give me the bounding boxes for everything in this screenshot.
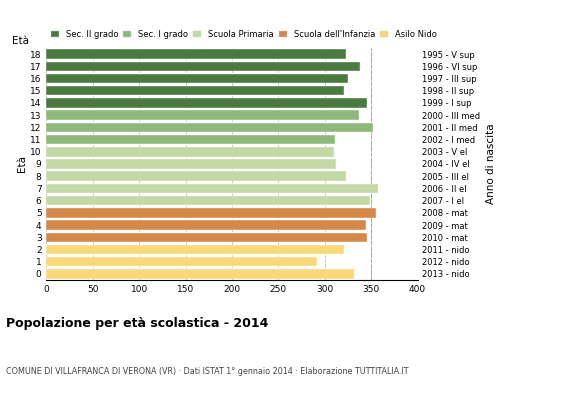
Bar: [46, 232, 367, 242]
Bar: [46, 62, 360, 71]
Y-axis label: Anno di nascita: Anno di nascita: [486, 124, 496, 204]
Bar: [46, 208, 376, 218]
Bar: [46, 269, 354, 279]
Bar: [46, 159, 336, 169]
Bar: [46, 86, 345, 96]
Text: COMUNE DI VILLAFRANCA DI VERONA (VR) · Dati ISTAT 1° gennaio 2014 · Elaborazione: COMUNE DI VILLAFRANCA DI VERONA (VR) · D…: [6, 367, 408, 376]
Text: Popolazione per età scolastica - 2014: Popolazione per età scolastica - 2014: [6, 317, 268, 330]
Bar: [46, 98, 367, 108]
Y-axis label: Età: Età: [17, 156, 27, 172]
Bar: [46, 123, 373, 132]
Bar: [46, 245, 345, 254]
Bar: [46, 196, 370, 205]
Bar: [46, 220, 365, 230]
Bar: [46, 74, 348, 83]
Bar: [46, 172, 346, 181]
Bar: [46, 147, 334, 156]
Bar: [46, 184, 378, 193]
Legend: Sec. II grado, Sec. I grado, Scuola Primaria, Scuola dell'Infanzia, Asilo Nido: Sec. II grado, Sec. I grado, Scuola Prim…: [50, 30, 437, 39]
Bar: [46, 257, 317, 266]
Bar: [46, 49, 346, 59]
Bar: [46, 135, 335, 144]
Text: Età: Età: [12, 36, 28, 46]
Bar: [46, 110, 359, 120]
